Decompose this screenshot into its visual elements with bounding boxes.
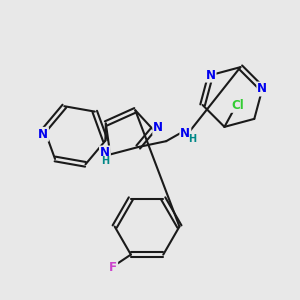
Text: N: N [153,122,163,134]
Text: N: N [38,128,48,141]
Text: H: H [188,134,196,144]
Text: N: N [206,69,216,82]
Text: N: N [180,127,190,140]
Text: F: F [109,261,117,274]
Text: N: N [100,146,110,159]
Text: H: H [101,156,109,166]
Text: Cl: Cl [231,99,244,112]
Text: N: N [257,82,267,95]
